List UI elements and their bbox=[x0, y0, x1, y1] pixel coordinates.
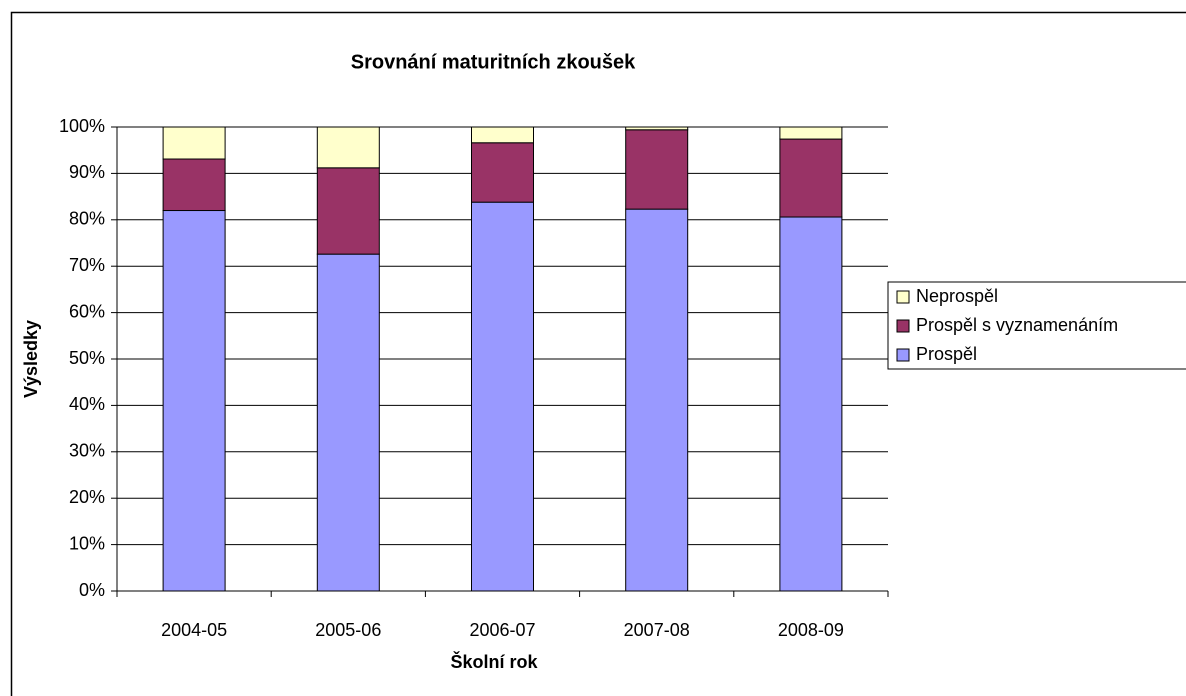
x-tick-label: 2006-07 bbox=[469, 620, 535, 640]
legend-label: Neprospěl bbox=[916, 286, 998, 306]
legend-label: Prospěl bbox=[916, 344, 977, 364]
y-tick-label: 0% bbox=[79, 580, 105, 600]
bar-segment bbox=[779, 216, 843, 592]
bar-segment bbox=[779, 126, 843, 140]
bar-segment bbox=[625, 208, 689, 592]
y-tick-label: 60% bbox=[69, 301, 105, 321]
y-tick-label: 100% bbox=[59, 116, 105, 136]
y-tick-label: 80% bbox=[69, 209, 105, 229]
x-tick-label: 2008-09 bbox=[778, 620, 844, 640]
bar-segment bbox=[471, 142, 534, 203]
y-tick-label: 50% bbox=[69, 348, 105, 368]
legend-label: Prospěl s vyznamenáním bbox=[916, 315, 1118, 335]
legend-swatch bbox=[896, 290, 910, 304]
bar-segment bbox=[471, 126, 534, 144]
bar-segment bbox=[316, 253, 380, 592]
chart-title: Srovnání maturitních zkoušek bbox=[351, 51, 636, 73]
bar-segment bbox=[625, 129, 689, 210]
bar-segment bbox=[162, 158, 226, 212]
bar-segment bbox=[471, 201, 534, 592]
y-tick-label: 30% bbox=[69, 441, 105, 461]
legend-swatch bbox=[896, 319, 910, 333]
y-tick-label: 90% bbox=[69, 162, 105, 182]
y-tick-label: 40% bbox=[69, 394, 105, 414]
x-axis-title: Školní rok bbox=[450, 651, 538, 672]
bar-segment bbox=[316, 126, 380, 169]
y-tick-label: 20% bbox=[69, 487, 105, 507]
bar-segment bbox=[316, 167, 380, 255]
x-tick-label: 2004-05 bbox=[161, 620, 227, 640]
y-axis-title: Výsledky bbox=[21, 320, 41, 398]
legend-swatch bbox=[896, 348, 910, 362]
x-tick-label: 2007-08 bbox=[624, 620, 690, 640]
legend-box bbox=[887, 281, 1186, 370]
bar-segment bbox=[625, 126, 689, 131]
bar-segment bbox=[779, 138, 843, 218]
bar-segment bbox=[162, 126, 226, 160]
bar-segment bbox=[162, 210, 226, 592]
x-tick-label: 2005-06 bbox=[315, 620, 381, 640]
y-tick-label: 10% bbox=[69, 533, 105, 553]
y-tick-label: 70% bbox=[69, 255, 105, 275]
